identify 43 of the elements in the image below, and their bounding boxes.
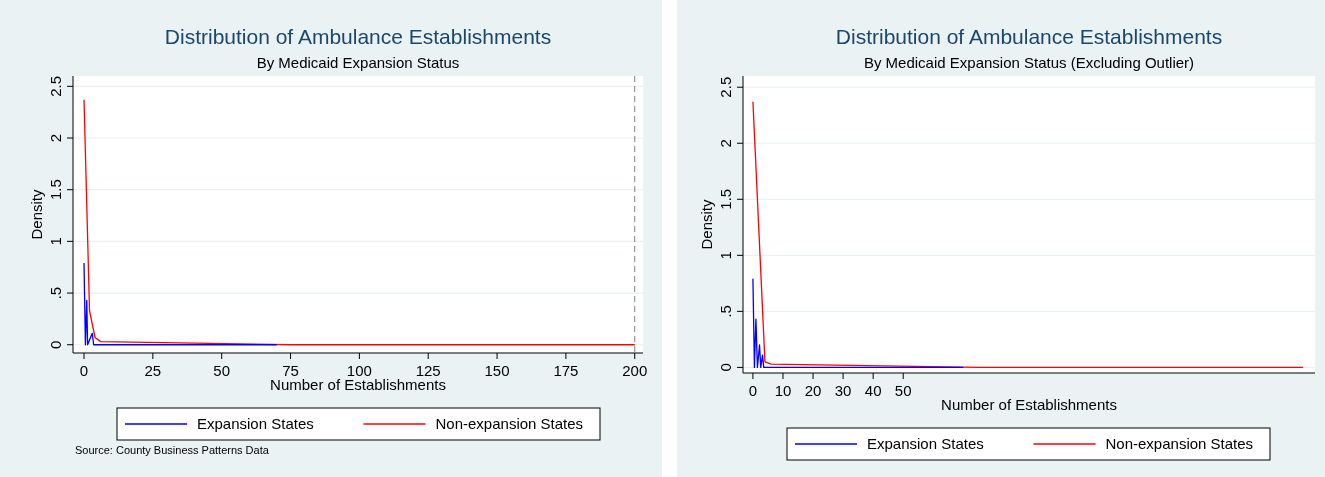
line-series	[752, 101, 1304, 369]
x-tick-label: 25	[144, 362, 162, 379]
x-tick-label: 10	[774, 382, 792, 399]
x-tick-label: 200	[622, 362, 648, 379]
y-tick-label: 1	[717, 251, 734, 260]
x-tick-label: 150	[484, 362, 510, 379]
x-tick-label: 175	[553, 362, 579, 379]
y-tick-label: 2.5	[717, 76, 734, 98]
legend-label: Non-expansion States	[435, 415, 584, 432]
legend-label: Non-expansion States	[1105, 435, 1254, 452]
y-tick-label: .5	[717, 305, 734, 318]
y-tick-label: 2.5	[47, 75, 64, 97]
legend-label: Expansion States	[197, 415, 314, 432]
x-tick-label: 100	[346, 362, 372, 379]
source-note: Source: County Business Patterns Data	[75, 444, 270, 456]
x-tick-label: 50	[213, 362, 231, 379]
y-tick-label: 2	[717, 139, 734, 148]
x-tick-label: 20	[804, 382, 822, 399]
y-tick-label: 1.5	[47, 179, 64, 201]
chart-subtitle: By Medicaid Expansion Status (Excluding Outlier)	[863, 54, 1195, 71]
chart-title: Distribution of Ambulance Establishments	[164, 25, 552, 48]
line-series	[752, 278, 964, 369]
x-tick-label: 125	[415, 362, 441, 379]
y-tick-label: .5	[47, 286, 64, 300]
x-axis-title: Number of Establishments	[270, 376, 446, 393]
x-tick-label: 50	[894, 382, 912, 399]
y-tick-label: 1.5	[717, 188, 734, 210]
x-tick-label: 30	[834, 382, 852, 399]
x-axis-title: Number of Establishments	[941, 396, 1117, 413]
y-tick-label: 0	[47, 340, 64, 349]
x-tick-label: 40	[864, 382, 882, 399]
y-tick-label: 2	[47, 133, 64, 143]
y-axis-title: Density	[28, 189, 45, 240]
line-series	[83, 262, 278, 346]
x-tick-label: 0	[748, 382, 758, 399]
y-tick-label: 1	[47, 237, 64, 246]
x-tick-label: 75	[282, 362, 299, 379]
y-axis-title: Density	[698, 199, 715, 250]
line-series	[83, 99, 636, 346]
legend-label: Expansion States	[867, 435, 984, 452]
chart-title: Distribution of Ambulance Establishments	[835, 25, 1223, 48]
x-tick-label: 0	[79, 362, 89, 379]
chart-subtitle: By Medicaid Expansion Status	[256, 54, 460, 71]
